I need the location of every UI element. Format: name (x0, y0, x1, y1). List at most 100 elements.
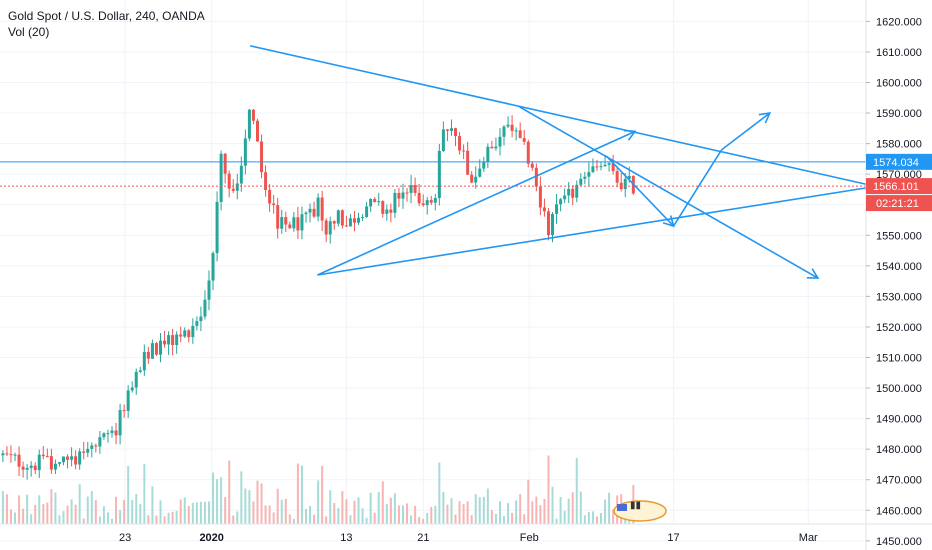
candle-body (429, 200, 433, 203)
trendline[interactable] (317, 130, 636, 276)
trendlines[interactable] (250, 45, 878, 279)
trendline[interactable] (721, 112, 771, 151)
candle-body (514, 130, 518, 132)
candle-body (183, 330, 187, 337)
volume-bar (272, 512, 275, 524)
volume-bar (300, 465, 303, 524)
volume-bar (119, 510, 122, 524)
candle-body (264, 172, 268, 190)
candle-body (421, 203, 425, 206)
volume-bar (373, 512, 376, 524)
candle-body (82, 451, 86, 453)
candle-body (526, 141, 530, 164)
trendline-arrowhead (624, 129, 637, 141)
volume-bar (434, 505, 437, 524)
logo-badge-mark: ▮▮ (630, 500, 641, 511)
candle-body (296, 217, 300, 231)
candle-body (462, 150, 466, 152)
candle-body (199, 316, 203, 322)
candle-body (195, 321, 199, 326)
trendline[interactable] (519, 106, 819, 279)
candle-body (546, 211, 550, 236)
volume-bar (515, 500, 518, 524)
volume-bar (329, 490, 332, 524)
volume-bar (22, 508, 25, 524)
y-tick-label: 1480.000 (876, 444, 922, 456)
candle-body (142, 351, 146, 371)
candle-body (352, 218, 356, 223)
volume-bar (575, 458, 578, 524)
candle-body (482, 161, 486, 169)
volume-bar (50, 489, 53, 524)
candle-body (49, 456, 53, 470)
volume-bar (608, 492, 611, 524)
volume-bar (422, 518, 425, 524)
trendline[interactable] (672, 149, 723, 227)
x-tick-label: 13 (340, 532, 352, 544)
volume-bar (604, 499, 607, 524)
volume-bar (470, 515, 473, 524)
y-tick-label: 1520.000 (876, 322, 922, 334)
volume-bar (442, 491, 445, 524)
candle-body (62, 456, 66, 463)
candle-body (393, 192, 397, 213)
candle-body (41, 454, 45, 457)
volume-bar (365, 517, 368, 524)
time-axis[interactable]: 23 2020 13 21 Feb 17 Mar (119, 532, 818, 544)
candle-body (530, 163, 534, 168)
candle-body (146, 351, 150, 359)
candle-body (328, 221, 332, 235)
volume-bar (1, 491, 4, 524)
candle-body (567, 188, 571, 196)
x-tick-label: 2020 (199, 532, 223, 544)
volume-bar (304, 509, 307, 524)
candle-body (409, 185, 413, 193)
y-tick-label: 1490.000 (876, 414, 922, 426)
candle-body (134, 371, 138, 388)
candle-body (336, 210, 340, 224)
candle-body (300, 214, 304, 231)
volume-bar (426, 513, 429, 524)
candle-body (348, 218, 352, 227)
candle-body (21, 466, 25, 470)
candle-body (138, 370, 142, 372)
trendline[interactable] (250, 45, 876, 188)
volume-bar (503, 516, 506, 524)
trendline[interactable] (605, 155, 675, 227)
candle-body (478, 168, 482, 177)
volume-bar (349, 515, 352, 524)
candle-body (433, 198, 437, 203)
x-tick-label: Feb (520, 532, 539, 544)
x-tick-label: 21 (417, 532, 429, 544)
y-tick-label: 1600.000 (876, 78, 922, 90)
volume-bar (139, 503, 142, 524)
volume-bar (490, 510, 493, 524)
volume-bar (18, 495, 21, 524)
candle-body (251, 109, 255, 121)
volume-bar (183, 497, 186, 524)
trendline[interactable] (317, 185, 876, 276)
volume-bar (131, 500, 134, 524)
y-tick-label: 1500.000 (876, 383, 922, 395)
candle-body (94, 445, 98, 447)
volume-bar (74, 504, 77, 524)
candle-body (243, 138, 247, 166)
candle-body (90, 445, 94, 449)
candle-body (518, 130, 522, 139)
volume-bar (236, 511, 239, 524)
volume-bar (535, 496, 538, 524)
y-tick-label: 1460.000 (876, 505, 922, 517)
candle-body (437, 150, 441, 199)
volume-bar (389, 497, 392, 524)
y-tick-label: 1580.000 (876, 139, 922, 151)
candle-body (179, 334, 183, 337)
candle-body (223, 153, 227, 174)
y-tick-label: 1610.000 (876, 47, 922, 59)
candle-body (207, 280, 211, 300)
candle-body (187, 330, 191, 338)
candle-body (126, 390, 130, 411)
volume-bar (313, 514, 316, 524)
candle-body (235, 183, 239, 191)
trendline-arrowhead (662, 215, 675, 228)
